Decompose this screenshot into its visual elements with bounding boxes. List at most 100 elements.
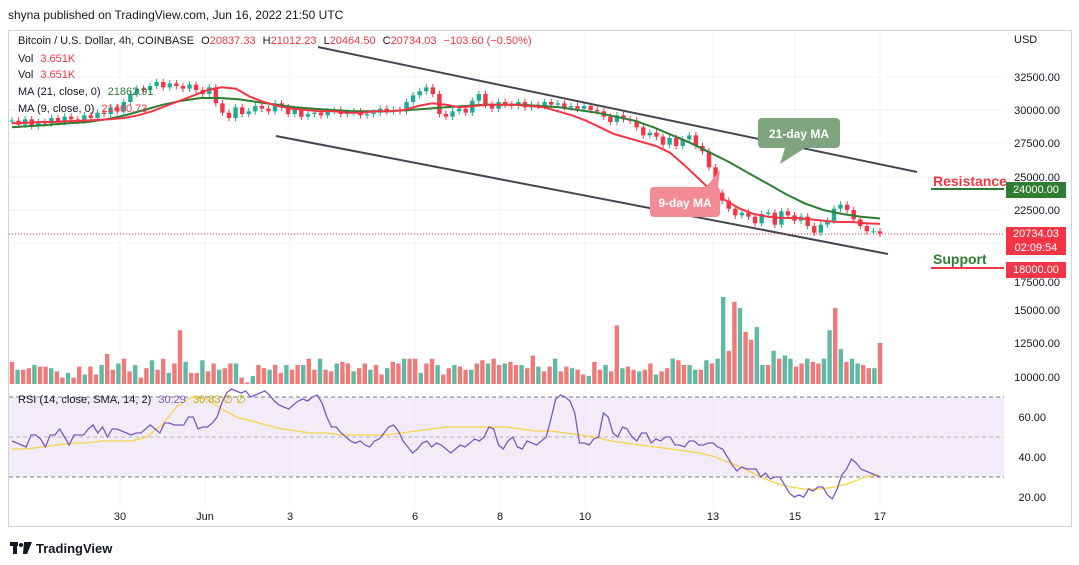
- candle-body: [259, 106, 265, 109]
- volume-bar: [228, 363, 233, 384]
- candle-body: [864, 226, 870, 232]
- chart-frame[interactable]: [8, 30, 1072, 527]
- candle-countdown: 02:09:54: [1014, 242, 1058, 254]
- candle-body: [746, 212, 751, 217]
- ma9-callout[interactable]: 9-day MA: [650, 170, 720, 217]
- ma21-legend-label[interactable]: MA (21, close, 0): [18, 86, 101, 98]
- volume-bar: [133, 365, 138, 384]
- candle-body: [844, 204, 850, 210]
- volume-bar: [172, 363, 177, 384]
- price-tick-label: 17500.00: [1014, 277, 1060, 289]
- volume-bar: [765, 365, 771, 384]
- candle-body: [82, 115, 87, 121]
- volume-bar: [261, 368, 267, 384]
- candle-body: [805, 216, 810, 226]
- volume-bar: [816, 363, 821, 384]
- ma21-callout[interactable]: 21-day MA: [758, 118, 840, 164]
- candle-body: [483, 94, 488, 105]
- volume-bar: [463, 369, 468, 384]
- candle-body: [213, 87, 219, 104]
- volume-bar: [273, 365, 278, 384]
- candle-body: [667, 138, 672, 145]
- time-tick-label: 17: [874, 511, 886, 523]
- candle-body: [785, 211, 791, 216]
- volume-bar: [849, 358, 855, 384]
- volume-bar: [653, 374, 659, 384]
- candle-body: [450, 111, 455, 117]
- candle-body: [233, 107, 238, 118]
- ma21-line: [11, 97, 881, 220]
- candle-body: [680, 139, 685, 146]
- candle-body: [706, 151, 712, 168]
- candle-body: [726, 200, 731, 209]
- volume-bar: [312, 369, 317, 384]
- candle-body: [161, 82, 166, 88]
- time-axis[interactable]: 30 Jun 3 6 8 10 13 15 17: [114, 511, 886, 523]
- volume-bar: [569, 368, 575, 384]
- resistance-label: Resistance: [933, 173, 1007, 189]
- candle-body: [641, 127, 646, 136]
- price-tick-label: 10000.00: [1014, 372, 1060, 384]
- volume-bar: [704, 360, 709, 384]
- volume-bar: [743, 331, 748, 384]
- candle-body: [187, 84, 192, 89]
- volume-bar: [334, 363, 339, 384]
- time-tick-label: 8: [497, 511, 503, 523]
- rsi-legend-label[interactable]: RSI (14, close, SMA, 14, 2): [18, 394, 152, 406]
- candle-body: [575, 106, 580, 109]
- ma9-legend-label[interactable]: MA (9, close, 0): [18, 103, 95, 115]
- time-tick-label: 13: [707, 511, 719, 523]
- volume-bar: [777, 358, 782, 384]
- high-value: 21012.23: [270, 35, 317, 47]
- volume-bar: [373, 365, 379, 384]
- candle-body: [818, 224, 824, 233]
- volume-bar: [323, 369, 328, 384]
- vol2-label[interactable]: Vol: [18, 69, 34, 81]
- volume-bar: [877, 342, 883, 384]
- volume-bar: [620, 368, 625, 384]
- candle-body: [562, 103, 567, 108]
- volume-bar: [121, 358, 127, 384]
- candle-body: [325, 111, 330, 116]
- volume-bar: [250, 376, 255, 384]
- ma9-callout-label: 9-day MA: [658, 196, 712, 210]
- price-axis[interactable]: 32500.00 30000.00 27500.00 25000.00 22500.00…: [1014, 72, 1060, 384]
- last-price-value: 20734.03: [1013, 228, 1059, 240]
- candle-body: [654, 132, 659, 137]
- volume-bar: [441, 374, 446, 384]
- candle-body: [101, 112, 107, 114]
- volume-bar: [149, 360, 155, 384]
- channel-upper-line[interactable]: [317, 46, 918, 173]
- volume-bar: [603, 365, 608, 384]
- volume-bar: [687, 365, 692, 384]
- volume-bar: [418, 372, 423, 384]
- candle-body: [660, 136, 666, 145]
- tradingview-logo[interactable]: TradingView: [10, 538, 112, 558]
- volume-bar: [82, 374, 87, 384]
- candle-body: [542, 102, 547, 106]
- channel-lower-line[interactable]: [275, 135, 889, 255]
- symbol-label[interactable]: Bitcoin / U.S. Dollar, 4h, COINBASE: [18, 35, 195, 47]
- candle-body: [318, 112, 324, 116]
- candle-body: [430, 87, 436, 94]
- volume-bar: [385, 368, 390, 384]
- rsi-legend-value: 30.29: [158, 394, 186, 406]
- volume-bar: [205, 371, 211, 384]
- volume-bar: [821, 358, 827, 384]
- volume-bar: [732, 301, 737, 384]
- volume-bar: [614, 325, 619, 384]
- volume-bar: [329, 371, 334, 384]
- vol1-label[interactable]: Vol: [18, 53, 34, 65]
- ma21-callout-label: 21-day MA: [769, 127, 829, 141]
- volume-bar: [161, 358, 166, 384]
- candle-body: [772, 212, 777, 225]
- candle-body: [266, 108, 271, 112]
- currency-label: USD: [1014, 34, 1038, 46]
- volume-bar: [805, 358, 810, 384]
- volume-bar: [217, 369, 222, 384]
- volume-bar: [390, 361, 395, 384]
- candle-body: [838, 204, 843, 209]
- volume-bar: [737, 308, 743, 384]
- volume-bar: [530, 355, 535, 384]
